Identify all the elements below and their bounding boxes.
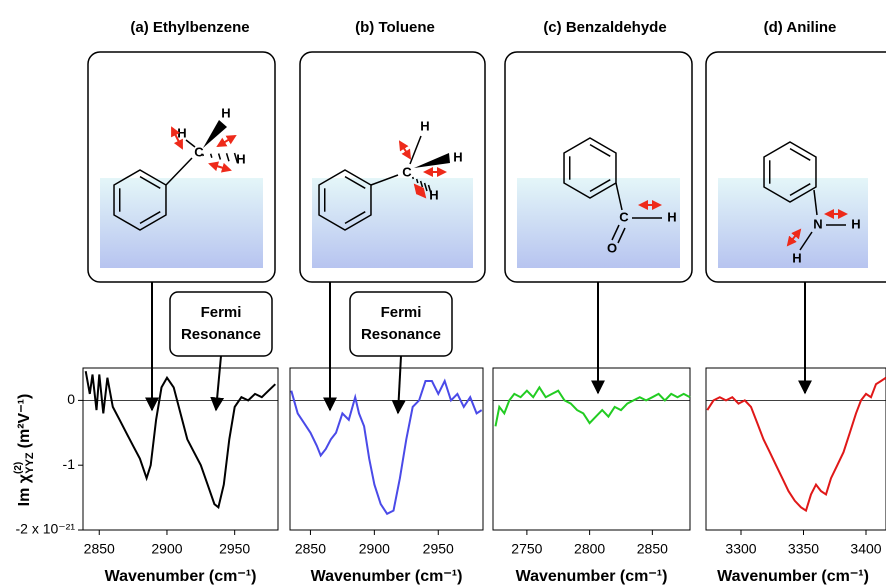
annotation-text: Fermi — [381, 304, 422, 321]
annotation-box — [350, 292, 452, 356]
atom-label: H — [851, 216, 860, 231]
atom-label: H — [177, 125, 186, 140]
annotation-arrow — [216, 356, 221, 410]
spectrum-line — [291, 381, 481, 514]
atom-label: H — [236, 151, 245, 166]
atom-label: N — [813, 216, 822, 231]
figure: Im χ(2)YYZ(m²V⁻¹) (a) EthylbenzeneHHCHFe… — [0, 0, 886, 588]
x-axis-label: Wavenumber (cm⁻¹) — [516, 568, 668, 585]
panel-title: (b) Toluene — [355, 19, 435, 36]
atom-label: H — [453, 149, 462, 164]
y-axis-label: Im χ(2)YYZ (m²V⁻¹) — [13, 394, 36, 507]
x-axis-label: Wavenumber (cm⁻¹) — [105, 568, 257, 585]
spectrum-line — [707, 378, 886, 511]
atom-label: H — [420, 118, 429, 133]
atom-label: C — [402, 164, 412, 179]
x-tick-label: 2900 — [359, 541, 390, 557]
annotation-box — [170, 292, 272, 356]
panel-title: (a) Ethylbenzene — [130, 19, 249, 36]
x-tick-label: 2850 — [637, 541, 668, 557]
x-tick-label: 2750 — [511, 541, 542, 557]
panel-title: (d) Aniline — [764, 19, 837, 36]
x-axis-label: Wavenumber (cm⁻¹) — [717, 568, 869, 585]
atom-label: H — [667, 209, 676, 224]
annotation-text: Fermi — [201, 304, 242, 321]
spectrum-line — [496, 387, 691, 426]
spectrum-line — [86, 371, 276, 507]
y-label-main: Im χ — [16, 473, 33, 506]
x-tick-label: 2950 — [423, 541, 454, 557]
x-tick-label: 2850 — [84, 541, 115, 557]
atom-label: H — [792, 250, 801, 265]
x-tick-label: 2950 — [219, 541, 250, 557]
atom-label: C — [619, 209, 629, 224]
x-tick-label: 3350 — [788, 541, 819, 557]
atom-label: H — [429, 187, 438, 202]
atom-label: O — [607, 240, 617, 255]
y-tick-label: -1 — [63, 456, 76, 472]
x-axis-label: Wavenumber (cm⁻¹) — [311, 568, 463, 585]
annotation-arrow — [398, 356, 401, 413]
y-tick-label: 0 — [67, 391, 75, 407]
y-label-sup: (2) — [13, 462, 24, 474]
y-label-units: (m²V⁻¹) — [16, 394, 33, 449]
plot-frame — [706, 368, 886, 530]
x-tick-label: 2850 — [295, 541, 326, 557]
y-label-sub: YYZ — [24, 452, 36, 474]
annotation-text: Resonance — [181, 326, 261, 343]
surface — [517, 178, 680, 268]
hash-bond — [413, 177, 414, 179]
x-tick-label: 3400 — [850, 541, 881, 557]
plot-frame — [83, 368, 278, 530]
x-tick-label: 2800 — [574, 541, 605, 557]
x-tick-label: 3300 — [725, 541, 756, 557]
atom-label: H — [221, 105, 230, 120]
atom-label: C — [194, 144, 204, 159]
plot-frame — [493, 368, 690, 530]
x-tick-label: 2900 — [151, 541, 182, 557]
annotation-text: Resonance — [361, 326, 441, 343]
panel-title: (c) Benzaldehyde — [543, 19, 666, 36]
y-tick-label: -2 x 10⁻²¹ — [15, 521, 75, 537]
surface — [100, 178, 263, 268]
surface — [312, 178, 473, 268]
